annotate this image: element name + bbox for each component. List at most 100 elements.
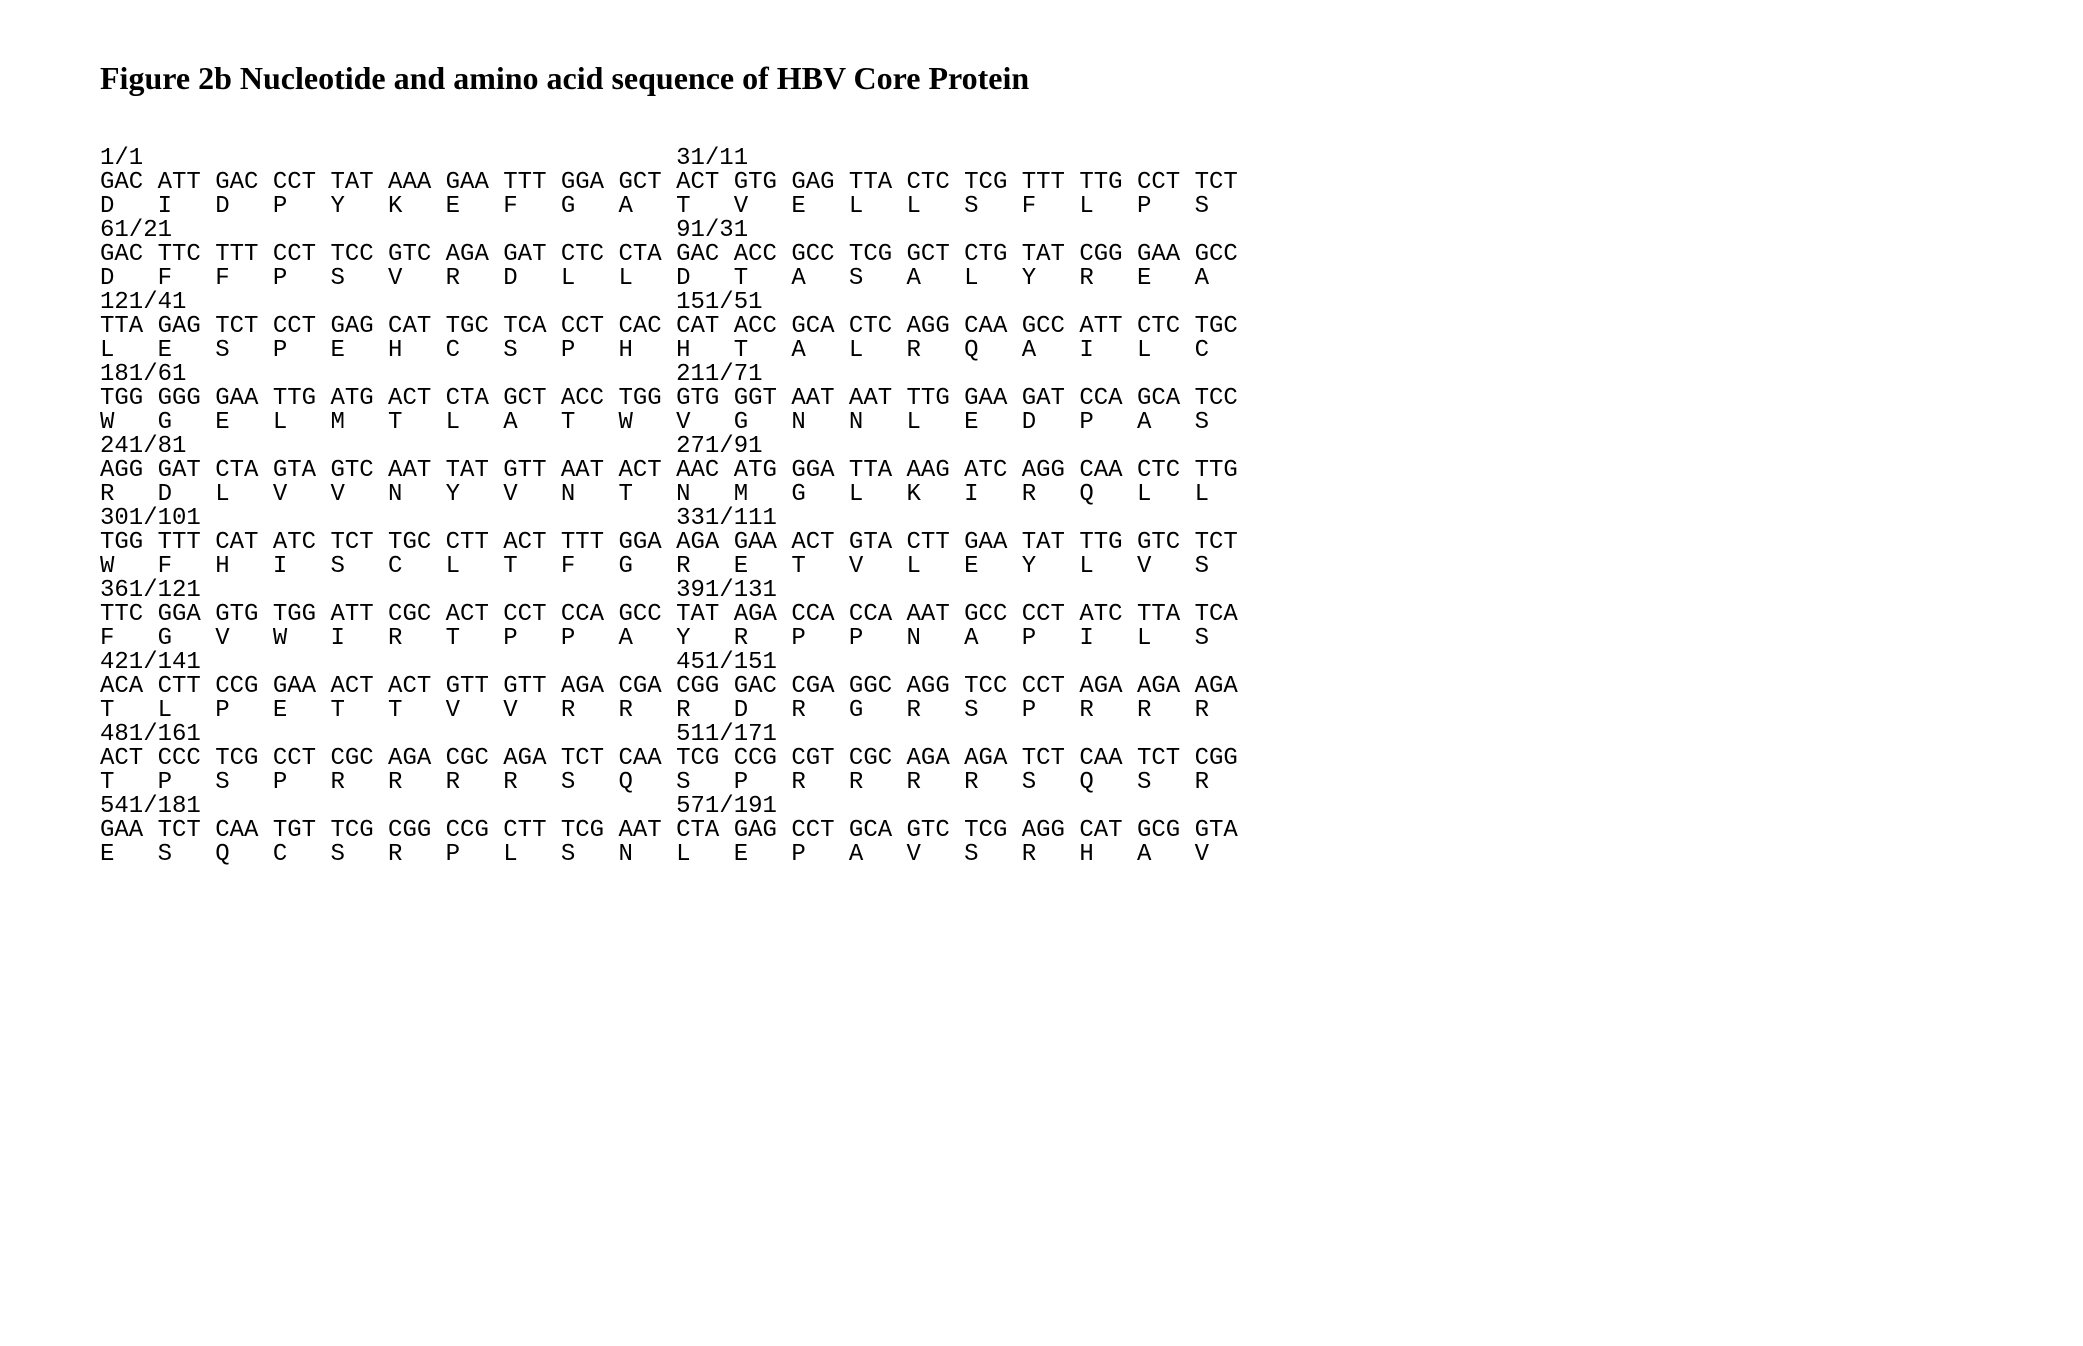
codon-cell: AGG [100, 459, 158, 483]
aminoacid-cell: S [964, 699, 1022, 723]
codon-cell: TCG [849, 243, 907, 267]
aminoacid-cell: I [158, 195, 216, 219]
codon-cell: TTG [1079, 531, 1137, 555]
aminoacid-cell: L [446, 411, 504, 435]
codon-cell: ACT [791, 531, 849, 555]
aminoacid-cell: Q [1079, 483, 1137, 507]
codon-cell: GTG [676, 387, 734, 411]
aminoacid-cell: Y [1022, 267, 1080, 291]
aminoacid-cell: S [330, 555, 388, 579]
aminoacid-cell: R [734, 627, 792, 651]
aminoacid-cell: V [849, 555, 907, 579]
codon-cell: TCT [215, 315, 273, 339]
aminoacid-cell: T [676, 195, 734, 219]
codon-cell: GAA [446, 171, 504, 195]
aminoacid-cell: T [388, 411, 446, 435]
codon-cell: GAC [100, 243, 158, 267]
codon-cell: TGT [273, 819, 331, 843]
aminoacid-cell: R [388, 627, 446, 651]
aminoacid-row: TPSPRRRRSQSPRRRRSQSR [100, 771, 1983, 795]
codon-cell: ACT [503, 531, 561, 555]
aminoacid-cell: E [330, 339, 388, 363]
codon-cell: AGG [1022, 819, 1080, 843]
aminoacid-cell: G [791, 483, 849, 507]
aminoacid-cell: V [734, 195, 792, 219]
codon-cell: TGG [100, 531, 158, 555]
codon-cell: TGG [273, 603, 331, 627]
codon-cell: CCA [561, 603, 619, 627]
aminoacid-cell: S [158, 843, 216, 867]
codon-cell: ATC [273, 531, 331, 555]
aminoacid-cell: P [1137, 195, 1195, 219]
aminoacid-cell: L [1195, 483, 1253, 507]
aminoacid-cell: N [791, 411, 849, 435]
aminoacid-row: RDLVVNYVNTNMGLKIRQLL [100, 483, 1983, 507]
aminoacid-cell: L [907, 555, 965, 579]
codon-cell: ATG [734, 459, 792, 483]
aminoacid-cell: S [330, 843, 388, 867]
codon-cell: GGG [158, 387, 216, 411]
position-right: 211/71 [676, 363, 762, 387]
aminoacid-cell: H [388, 339, 446, 363]
codon-cell: TCC [964, 675, 1022, 699]
position-right: 31/11 [676, 147, 748, 171]
aminoacid-cell: H [1079, 843, 1137, 867]
aminoacid-cell: N [849, 411, 907, 435]
aminoacid-row: FGVWIRTPPAYRPPNAPILS [100, 627, 1983, 651]
codon-row: TGGGGGGAATTGATGACTCTAGCTACCTGGGTGGGTAATA… [100, 387, 1983, 411]
aminoacid-cell: C [1195, 339, 1253, 363]
codon-cell: CAT [1079, 819, 1137, 843]
position-left: 301/101 [100, 507, 676, 531]
aminoacid-cell: M [734, 483, 792, 507]
codon-cell: GGA [618, 531, 676, 555]
codon-cell: CCT [1137, 171, 1195, 195]
codon-cell: TAT [446, 459, 504, 483]
codon-cell: GCC [964, 603, 1022, 627]
codon-cell: GCC [1195, 243, 1253, 267]
codon-cell: TTG [907, 387, 965, 411]
aminoacid-cell: E [734, 843, 792, 867]
codon-cell: GTG [215, 603, 273, 627]
codon-cell: CGG [388, 819, 446, 843]
position-left: 61/21 [100, 219, 676, 243]
codon-cell: AGA [1137, 675, 1195, 699]
codon-cell: GGA [791, 459, 849, 483]
aminoacid-cell: V [907, 843, 965, 867]
aminoacid-cell: F [503, 195, 561, 219]
codon-cell: CTA [215, 459, 273, 483]
position-left: 481/161 [100, 723, 676, 747]
position-left: 1/1 [100, 147, 676, 171]
aminoacid-cell: T [791, 555, 849, 579]
codon-cell: GCC [791, 243, 849, 267]
aminoacid-cell: L [676, 843, 734, 867]
aminoacid-cell: S [1195, 627, 1253, 651]
codon-cell: GAG [158, 315, 216, 339]
codon-cell: GTC [907, 819, 965, 843]
codon-cell: TCG [330, 819, 388, 843]
aminoacid-cell: E [1137, 267, 1195, 291]
codon-cell: ACT [330, 675, 388, 699]
codon-cell: CGC [849, 747, 907, 771]
codon-row: GAATCTCAATGTTCGCGGCCGCTTTCGAATCTAGAGCCTG… [100, 819, 1983, 843]
codon-cell: CGT [791, 747, 849, 771]
position-right: 391/131 [676, 579, 777, 603]
codon-cell: GTT [503, 459, 561, 483]
codon-cell: CTT [158, 675, 216, 699]
position-left: 421/141 [100, 651, 676, 675]
aminoacid-cell: N [676, 483, 734, 507]
aminoacid-cell: S [1195, 555, 1253, 579]
codon-cell: TCC [330, 243, 388, 267]
codon-cell: GCC [1022, 315, 1080, 339]
position-left: 181/61 [100, 363, 676, 387]
aminoacid-cell: T [734, 267, 792, 291]
codon-cell: GGC [849, 675, 907, 699]
codon-cell: ACT [388, 675, 446, 699]
position-row: 481/161511/171 [100, 723, 1983, 747]
aminoacid-cell: P [273, 267, 331, 291]
codon-cell: GCT [907, 243, 965, 267]
aminoacid-row: WGELMTLATWVGNNLEDPAS [100, 411, 1983, 435]
aminoacid-cell: R [561, 699, 619, 723]
aminoacid-cell: R [907, 699, 965, 723]
aminoacid-cell: R [1137, 699, 1195, 723]
aminoacid-cell: V [503, 483, 561, 507]
